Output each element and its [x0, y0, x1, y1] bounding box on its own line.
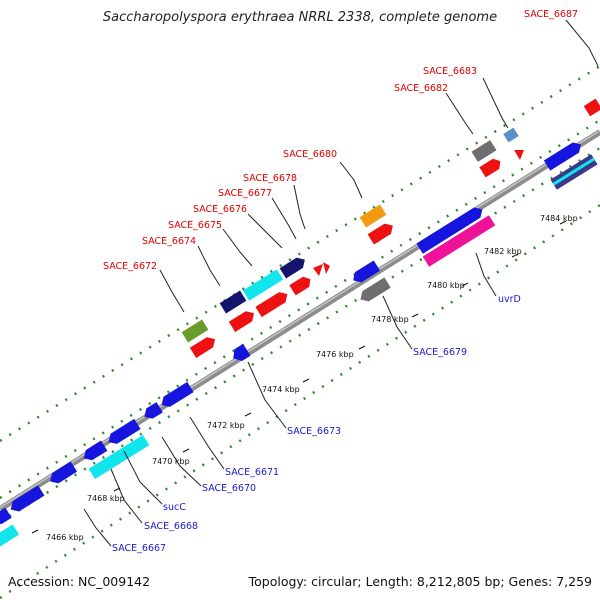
tick-label: 7480 kbp — [427, 281, 465, 290]
label-sace-6680: SACE_6680 — [283, 149, 337, 160]
gene-sace-6672[interactable] — [181, 319, 209, 343]
gene-blue-arrow[interactable] — [47, 461, 78, 486]
gene-sace-6670[interactable] — [141, 402, 163, 422]
accession-text: Accession: NC_009142 — [8, 574, 151, 589]
gene-cyan-edge[interactable] — [0, 524, 20, 550]
reverse-genes — [0, 260, 391, 550]
dotted-track-outer-upper — [0, 64, 600, 443]
label-sace-6682: SACE_6682 — [394, 83, 448, 94]
gene-red-arrow[interactable] — [583, 98, 600, 117]
gene-sace-6673[interactable] — [230, 343, 251, 364]
gene-blue-arrow[interactable] — [350, 260, 381, 285]
label-sace-6677: SACE_6677 — [218, 188, 272, 199]
gene-red-small[interactable] — [514, 150, 524, 160]
gene-sace-6679[interactable] — [357, 277, 391, 304]
tick-label: 7468 kbp — [87, 494, 125, 503]
gene-sace-6671[interactable] — [158, 381, 194, 410]
label-succ: sucC — [163, 502, 186, 513]
gene-sace-6682[interactable] — [471, 140, 497, 162]
gene-sace-6683[interactable] — [503, 127, 519, 143]
genome-summary-text: Topology: circular; Length: 8,212,805 bp… — [248, 574, 592, 589]
gene-red-arrow[interactable] — [289, 274, 313, 296]
label-sace-6678: SACE_6678 — [243, 173, 297, 184]
gene-sace-6677[interactable] — [279, 254, 308, 279]
dotted-track-inner-lower — [0, 146, 600, 524]
tick-label: 7466 kbp — [46, 533, 84, 542]
gene-blue-arrow[interactable] — [0, 507, 12, 528]
tick-labels: 7466 kbp 7468 kbp 7470 kbp 7472 kbp 7474… — [46, 214, 578, 542]
gene-red-small[interactable] — [323, 262, 330, 274]
tick-label: 7474 kbp — [262, 385, 300, 394]
label-sace-6676: SACE_6676 — [193, 204, 247, 215]
tick-label: 7472 kbp — [207, 421, 245, 430]
forward-genes — [181, 98, 600, 358]
label-sace-6670: SACE_6670 — [202, 483, 256, 494]
tick-label: 7476 kbp — [316, 350, 354, 359]
label-sace-6672: SACE_6672 — [103, 261, 157, 272]
gene-uvrd[interactable] — [422, 215, 496, 267]
map-title: Saccharopolyspora erythraea NRRL 2338, c… — [102, 10, 498, 25]
label-sace-6668: SACE_6668 — [144, 521, 198, 532]
gene-blue-arrow[interactable] — [8, 485, 45, 514]
label-sace-6671: SACE_6671 — [225, 467, 279, 478]
gene-sace-6680[interactable] — [359, 204, 387, 228]
gene-sace-6668[interactable] — [105, 418, 141, 447]
label-sace-6683: SACE_6683 — [423, 66, 477, 77]
leader-lines-top — [159, 19, 599, 313]
dotted-track-inner-upper — [0, 118, 600, 500]
gene-red-arrow[interactable] — [367, 220, 396, 245]
label-sace-6687: SACE_6687 — [524, 9, 578, 20]
gene-labels-top: SACE_6687 SACE_6683 SACE_6682 SACE_6680 … — [103, 9, 578, 272]
tick-label: 7484 kbp — [540, 214, 578, 223]
gene-striped-band — [552, 157, 595, 186]
tick-label: 7478 kbp — [371, 315, 409, 324]
leader-lines-bottom — [83, 252, 497, 547]
gene-sace-6667[interactable] — [81, 440, 108, 464]
gene-red-arrow[interactable] — [228, 308, 257, 332]
label-uvrd: uvrD — [498, 294, 521, 305]
label-sace-6679: SACE_6679 — [413, 347, 467, 358]
tick-label: 7482 kbp — [484, 247, 522, 256]
label-sace-6667: SACE_6667 — [112, 543, 166, 554]
gene-blue-arrow[interactable] — [543, 139, 584, 171]
gene-sace-6678[interactable] — [313, 264, 323, 276]
gene-sace-6675[interactable] — [242, 269, 284, 301]
gene-red-arrow[interactable] — [255, 289, 290, 318]
gene-labels-bottom: uvrD SACE_6679 SACE_6673 SACE_6671 SACE_… — [112, 294, 521, 554]
label-sace-6674: SACE_6674 — [142, 236, 196, 247]
gene-red-arrow[interactable] — [189, 334, 218, 358]
gene-sace-6674[interactable] — [219, 290, 247, 314]
label-sace-6673: SACE_6673 — [287, 426, 341, 437]
gene-succ[interactable] — [88, 434, 150, 480]
label-sace-6675: SACE_6675 — [168, 220, 222, 231]
gene-blue-arrow[interactable] — [416, 204, 485, 254]
gene-red-arrow[interactable] — [479, 156, 503, 178]
tick-label: 7470 kbp — [152, 457, 190, 466]
